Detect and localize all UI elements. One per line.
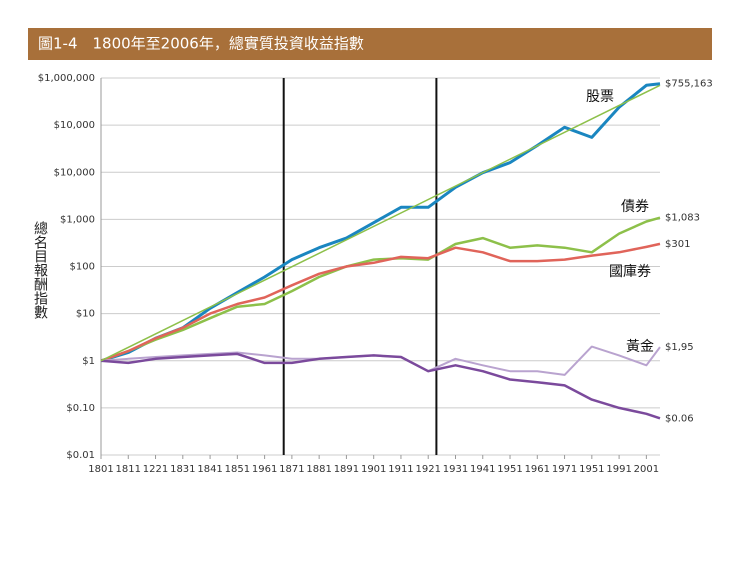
y-tick-label: $1,000 — [60, 214, 95, 225]
x-tick-label: 1851 — [225, 464, 250, 475]
x-tick-label: 1901 — [361, 464, 386, 475]
chart-title: 圖1-4 1800年至2006年，總實質投資收益指數 — [38, 35, 364, 53]
y-axis-label: 總名目報酬指數 — [32, 220, 48, 319]
title-bar — [28, 28, 712, 60]
series-name: 股票 — [586, 89, 614, 105]
x-tick-label: 1961 — [252, 464, 277, 475]
x-tick-label: 1841 — [197, 464, 222, 475]
series-line — [100, 82, 661, 363]
x-tick-label: 1961 — [525, 464, 550, 475]
x-tick-label: 1221 — [143, 464, 168, 475]
y-tick-label: $1,000,000 — [38, 73, 95, 84]
y-tick-label: $10,000 — [54, 167, 95, 178]
x-tick-label: 1881 — [306, 464, 331, 475]
y-tick-label: $10 — [76, 309, 95, 320]
x-tick-label: 1991 — [606, 464, 631, 475]
series-name: 債券 — [621, 199, 649, 215]
x-tick-label: 1911 — [388, 464, 413, 475]
x-tick-label: 1931 — [443, 464, 468, 475]
x-tick-label: 1891 — [334, 464, 359, 475]
x-tick-label: 1941 — [470, 464, 495, 475]
value-label: $1,95 — [665, 342, 694, 353]
value-label: $301 — [665, 239, 690, 250]
series-line — [100, 242, 661, 362]
y-tick-label: $0.10 — [66, 403, 95, 414]
x-tick-label: 1971 — [552, 464, 577, 475]
series-line — [100, 352, 661, 420]
x-tick-label: 1951 — [497, 464, 522, 475]
value-label: $0.06 — [665, 413, 694, 424]
x-tick-label: 2001 — [634, 464, 659, 475]
x-tick-label: 1811 — [116, 464, 141, 475]
x-tick-label: 1871 — [279, 464, 304, 475]
series-name: 黃金 — [626, 339, 654, 355]
x-tick-label: 1801 — [88, 464, 113, 475]
y-tick-label: $100 — [70, 262, 95, 273]
value-label: $1,083 — [665, 213, 700, 224]
y-tick-label: $0.01 — [66, 450, 95, 461]
x-tick-label: 1921 — [415, 464, 440, 475]
y-tick-label: $10,000 — [54, 120, 95, 131]
value-label: $755,163 — [665, 79, 713, 90]
x-tick-label: 1831 — [170, 464, 195, 475]
series-line — [100, 84, 661, 362]
y-tick-label: $1 — [82, 356, 95, 367]
series-line — [100, 216, 661, 362]
series-name: 國庫券 — [609, 263, 651, 280]
x-tick-label: 1951 — [579, 464, 604, 475]
